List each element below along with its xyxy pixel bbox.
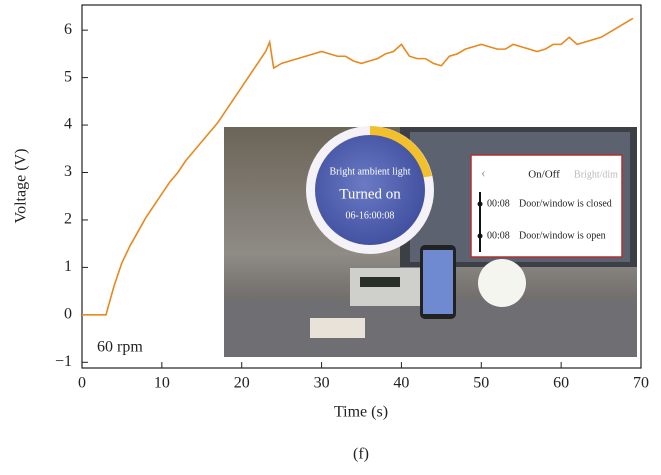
data-line <box>82 17 634 316</box>
inset-text: Turned on <box>339 186 401 202</box>
caption: (f) <box>353 446 369 463</box>
y-tick-label: −1 <box>55 353 72 370</box>
x-tick-label: 20 <box>234 375 250 392</box>
y-tick-label: 5 <box>64 68 72 85</box>
y-tick-label: 2 <box>64 211 72 228</box>
inset-photo: ‹ <box>224 126 637 357</box>
inset-text: 00:08 <box>487 230 510 241</box>
y-tick-label: 4 <box>64 116 72 133</box>
inset-text: 00:08 <box>487 198 510 209</box>
inset-tab: Bright/dim <box>574 169 618 180</box>
x-tick-label: 30 <box>314 375 330 392</box>
inset-tab: On/Off <box>528 169 560 181</box>
x-tick-label: 50 <box>473 375 489 392</box>
annotation: 60 rpm <box>97 339 143 356</box>
inset-text: Door/window is open <box>519 230 606 241</box>
y-tick-label: 0 <box>64 306 72 323</box>
y-tick-label: 3 <box>64 163 72 180</box>
inset-text: 06-16:00:08 <box>346 210 395 221</box>
plot-frame <box>81 4 642 369</box>
inset-text: Door/window is closed <box>519 198 612 209</box>
x-tick-label: 10 <box>154 375 170 392</box>
x-tick-label: 60 <box>553 375 569 392</box>
x-tick-label: 0 <box>78 375 86 392</box>
y-tick-label: 1 <box>64 258 72 275</box>
inset-text: Bright ambient light <box>329 166 410 177</box>
y-tick-label: 6 <box>64 21 72 38</box>
y-axis-label: Voltage (V) <box>13 149 30 224</box>
x-axis-label: Time (s) <box>334 404 388 421</box>
x-tick-label: 40 <box>393 375 409 392</box>
svg-text:‹: ‹ <box>481 166 486 181</box>
x-tick-label: 70 <box>633 375 649 392</box>
